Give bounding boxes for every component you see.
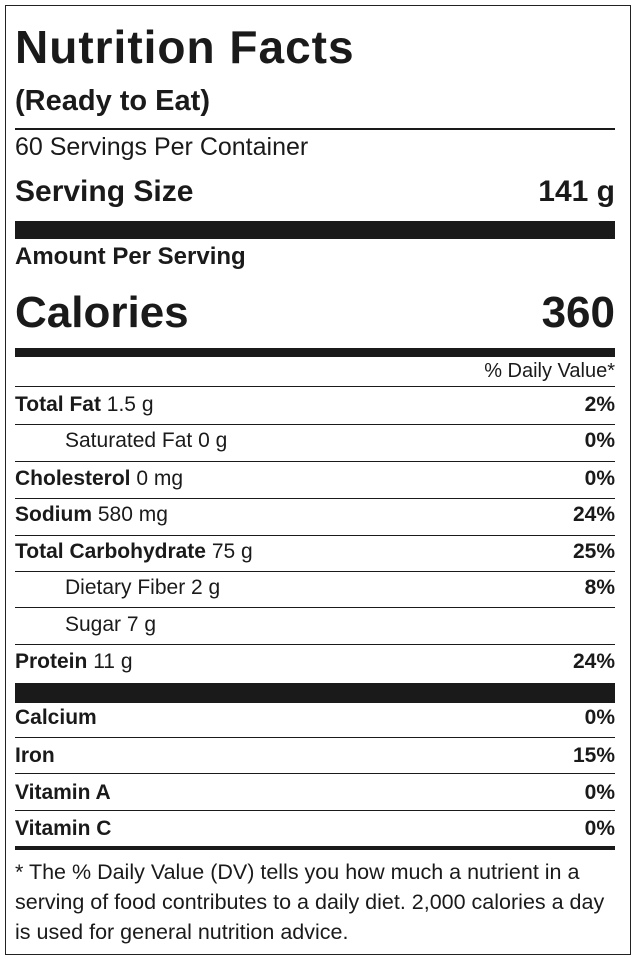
nutrient-name: Sugar: [65, 613, 122, 636]
nutrient-dv: 0%: [584, 467, 615, 490]
footnote: * The % Daily Value (DV) tells you how m…: [15, 860, 605, 944]
nutrient-amount: 7 g: [126, 613, 157, 636]
nutrient-dv: 24%: [572, 650, 615, 673]
nutrient-row: Total Carbohydrate 75 g 25%: [15, 535, 615, 569]
nutrient-name: Saturated Fat: [65, 429, 193, 452]
divider: [15, 810, 615, 811]
serving-size-value: 141 g: [538, 175, 615, 208]
nutrient-row: Saturated Fat 0 g 0%: [15, 424, 615, 458]
vitamin-row: Iron 15%: [15, 739, 615, 773]
divider: [15, 535, 615, 536]
divider: [15, 128, 615, 130]
calories-label: Calories: [15, 288, 189, 337]
nutrient-dv: 0%: [584, 429, 615, 452]
divider: [15, 644, 615, 645]
divider: [15, 348, 615, 357]
subtitle: (Ready to Eat): [15, 85, 210, 117]
divider: [15, 737, 615, 738]
nutrient-dv: 24%: [572, 503, 615, 526]
nutrient-dv: 2%: [584, 393, 615, 416]
divider: [15, 571, 615, 572]
divider: [15, 386, 615, 387]
vitamin-name: Calcium: [15, 706, 97, 729]
nutrient: Dietary Fiber 2 g: [65, 571, 220, 605]
daily-value-header: % Daily Value*: [484, 360, 615, 382]
nutrient-amount: 2 g: [191, 576, 221, 599]
serving-size-label: Serving Size: [15, 175, 194, 208]
vitamin-dv: 0%: [584, 706, 615, 729]
divider: [15, 498, 615, 499]
vitamin-dv: 0%: [584, 817, 615, 840]
nutrient: Total Carbohydrate 75 g: [15, 535, 253, 569]
amount-per-serving: Amount Per Serving: [15, 243, 246, 270]
nutrient-row: Dietary Fiber 2 g 8%: [15, 571, 615, 605]
nutrient: Sugar 7 g: [65, 608, 156, 642]
vitamin-row: Vitamin A 0%: [15, 776, 615, 810]
nutrient-row: Total Fat 1.5 g 2%: [15, 388, 615, 422]
nutrient-amount: 75 g: [211, 540, 253, 563]
nutrient: Total Fat 1.5 g: [15, 388, 154, 422]
nutrient-row: Sodium 580 mg 24%: [15, 498, 615, 532]
nutrient-name: Cholesterol: [15, 467, 131, 490]
calories-value: 360: [541, 288, 615, 337]
nutrient: Protein 11 g: [15, 645, 133, 679]
nutrient-amount: 0 mg: [136, 467, 184, 490]
nutrient-dv: 8%: [584, 576, 615, 599]
divider: [15, 607, 615, 608]
nutrient-name: Dietary Fiber: [65, 576, 186, 599]
vitamin-dv: 0%: [584, 781, 615, 804]
vitamin-name: Iron: [15, 744, 55, 767]
vitamin-row: Calcium 0%: [15, 701, 615, 735]
vitamin-name: Vitamin C: [15, 817, 112, 840]
nutrient-name: Total Carbohydrate: [15, 540, 206, 563]
vitamin-name: Vitamin A: [15, 781, 111, 804]
nutrient-name: Protein: [15, 650, 88, 673]
divider: [15, 221, 615, 239]
title: Nutrition Facts: [15, 21, 355, 73]
divider: [15, 683, 615, 703]
vitamin-row: Vitamin C 0%: [15, 812, 615, 846]
nutrient-row: Protein 11 g 24%: [15, 645, 615, 679]
divider: [15, 424, 615, 425]
vitamin-dv: 15%: [572, 744, 615, 767]
nutrient-row: Sugar 7 g: [15, 608, 615, 642]
divider: [15, 846, 615, 850]
nutrient-row: Cholesterol 0 mg 0%: [15, 462, 615, 496]
nutrient-amount: 1.5 g: [106, 393, 154, 416]
nutrition-label: Nutrition Facts (Ready to Eat) 60 Servin…: [5, 5, 631, 955]
nutrient-name: Sodium: [15, 503, 92, 526]
nutrient-amount: 580 mg: [97, 503, 168, 526]
nutrient: Cholesterol 0 mg: [15, 462, 183, 496]
divider: [15, 773, 615, 774]
nutrient: Saturated Fat 0 g: [65, 424, 227, 458]
divider: [15, 461, 615, 462]
nutrient-amount: 11 g: [93, 650, 133, 673]
nutrient-amount: 0 g: [198, 429, 228, 452]
nutrient: Sodium 580 mg: [15, 498, 168, 532]
servings: 60 Servings Per Container: [15, 133, 309, 161]
nutrient-name: Total Fat: [15, 393, 101, 416]
nutrient-dv: 25%: [572, 540, 615, 563]
